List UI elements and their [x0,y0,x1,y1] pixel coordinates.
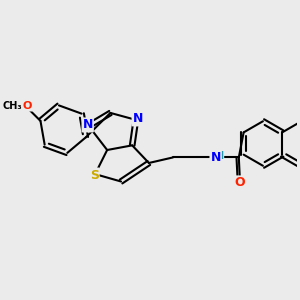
Text: N: N [210,151,221,164]
Text: O: O [234,176,245,189]
Text: N: N [133,112,143,125]
Text: N: N [82,118,93,131]
Text: CH₃: CH₃ [2,100,22,111]
Text: H: H [215,151,223,160]
Text: S: S [90,169,99,182]
Text: O: O [23,100,32,111]
